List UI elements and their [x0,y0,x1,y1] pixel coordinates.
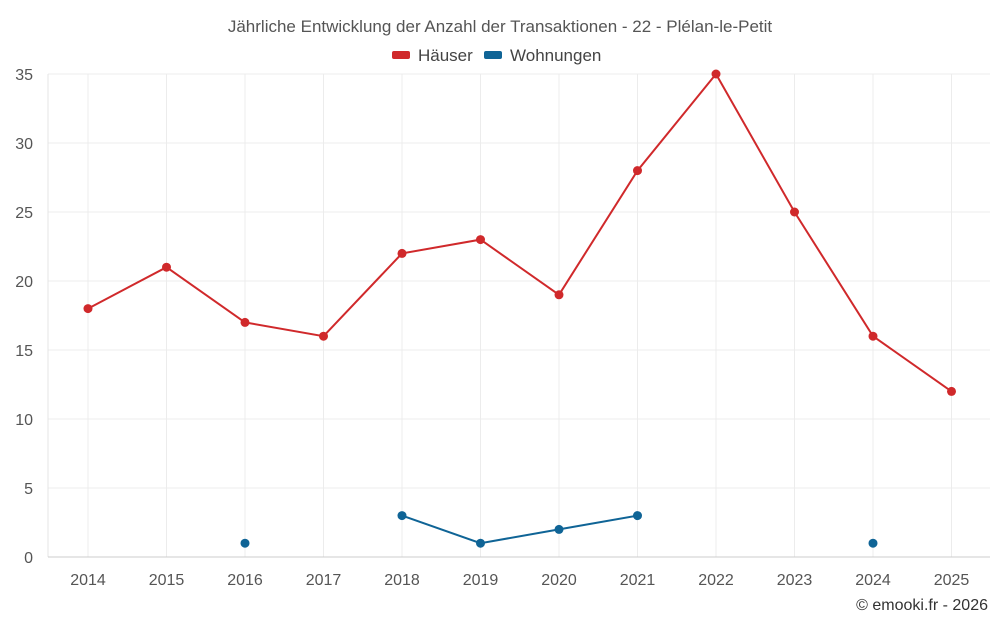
y-tick-label: 0 [24,550,33,567]
data-point-wohnungen[interactable] [240,538,250,548]
data-point-wohnungen[interactable] [397,511,407,521]
data-point-hauser[interactable] [554,290,564,300]
chart-title: Jährliche Entwicklung der Anzahl der Tra… [228,17,773,36]
x-tick-label: 2017 [306,572,342,589]
data-point-hauser[interactable] [633,166,642,176]
credit-text: © emooki.fr - 2026 [856,597,988,614]
x-tick-label: 2015 [149,572,185,589]
data-point-wohnungen[interactable] [554,524,564,534]
legend-swatch-wohnungen [484,51,502,59]
x-tick-label: 2022 [698,572,734,589]
x-tick-label: 2025 [934,572,970,589]
data-point-wohnungen[interactable] [476,538,485,548]
y-tick-label: 35 [15,67,33,84]
x-tick-label: 2018 [384,572,420,589]
legend: Häuser Wohnungen [392,46,601,65]
data-point-hauser[interactable] [711,69,721,79]
data-point-hauser[interactable] [397,248,407,258]
y-tick-label: 5 [24,481,33,498]
x-tick-label: 2016 [227,572,263,589]
grid [47,73,990,557]
data-point-hauser[interactable] [476,235,485,245]
x-tick-label: 2020 [541,572,577,589]
x-tick-label: 2014 [70,572,106,589]
y-axis: 0 5 10 15 20 25 30 35 [15,67,33,567]
data-point-hauser[interactable] [83,304,93,314]
data-point-wohnungen[interactable] [868,538,878,548]
legend-swatch-hauser [392,51,410,59]
data-point-hauser[interactable] [319,331,328,341]
y-tick-label: 15 [15,343,33,360]
series-group [83,69,956,548]
x-tick-label: 2019 [463,572,499,589]
data-point-hauser[interactable] [947,386,956,396]
y-tick-label: 20 [15,274,33,291]
x-tick-label: 2021 [620,572,656,589]
data-point-wohnungen[interactable] [633,511,642,521]
series-line-wohnungen [401,514,638,545]
y-tick-label: 30 [15,136,33,153]
x-tick-label: 2023 [777,572,813,589]
series-line-hauser [87,72,953,393]
x-axis: 2014 2015 2016 2017 2018 2019 2020 2021 2022 2023… [70,572,969,589]
y-tick-label: 10 [15,412,33,429]
data-point-hauser[interactable] [790,207,799,217]
data-point-hauser[interactable] [240,317,250,327]
legend-label-hauser[interactable]: Häuser [418,46,473,65]
data-point-hauser[interactable] [868,331,878,341]
data-point-hauser[interactable] [162,262,171,272]
x-tick-label: 2024 [855,572,891,589]
legend-label-wohnungen[interactable]: Wohnungen [510,46,601,65]
y-tick-label: 25 [15,205,33,222]
